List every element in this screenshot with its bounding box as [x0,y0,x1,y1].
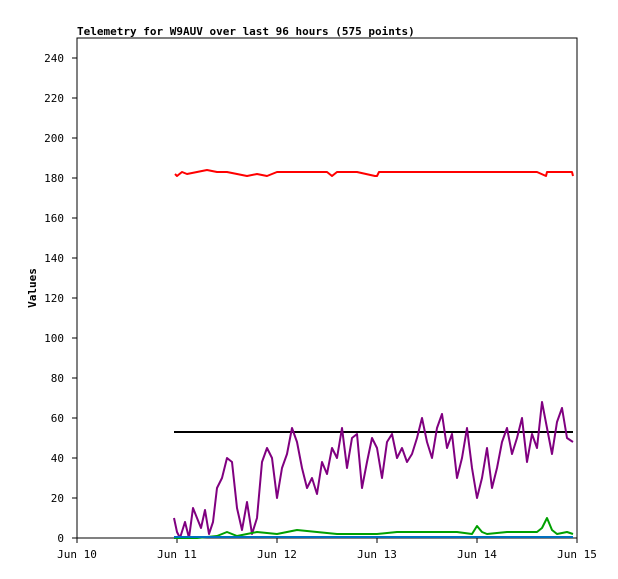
x-axis-ticks: Jun 10 Jun 11 Jun 12 Jun 13 Jun 14 Jun 15 [57,538,597,561]
y-tick-label: 200 [44,132,64,145]
series-line-2 [173,401,574,539]
series-group [173,169,574,539]
y-tick-label: 80 [51,372,64,385]
chart-title: Telemetry for W9AUV over last 96 hours (… [77,25,415,38]
y-tick-label: 180 [44,172,64,185]
y-tick-label: 60 [51,412,64,425]
y-tick-label: 140 [44,252,64,265]
y-tick-label: 20 [51,492,64,505]
x-tick-label: Jun 10 [57,548,97,561]
x-tick-label: Jun 11 [157,548,197,561]
x-tick-label: Jun 13 [357,548,397,561]
y-tick-label: 100 [44,332,64,345]
x-tick-label: Jun 15 [557,548,597,561]
y-tick-label: 220 [44,92,64,105]
y-tick-label: 0 [57,532,64,545]
plot-area-frame [76,37,578,539]
y-axis-label: Values [26,268,39,308]
y-axis-ticks: 0 20 40 60 80 100 120 140 160 180 200 220 240 [44,52,77,545]
x-tick-label: Jun 12 [257,548,297,561]
x-tick-label: Jun 14 [457,548,497,561]
y-tick-label: 240 [44,52,64,65]
y-tick-label: 160 [44,212,64,225]
y-tick-label: 40 [51,452,64,465]
series-line-0 [174,169,574,177]
y-tick-label: 120 [44,292,64,305]
series-line-3 [174,517,574,539]
